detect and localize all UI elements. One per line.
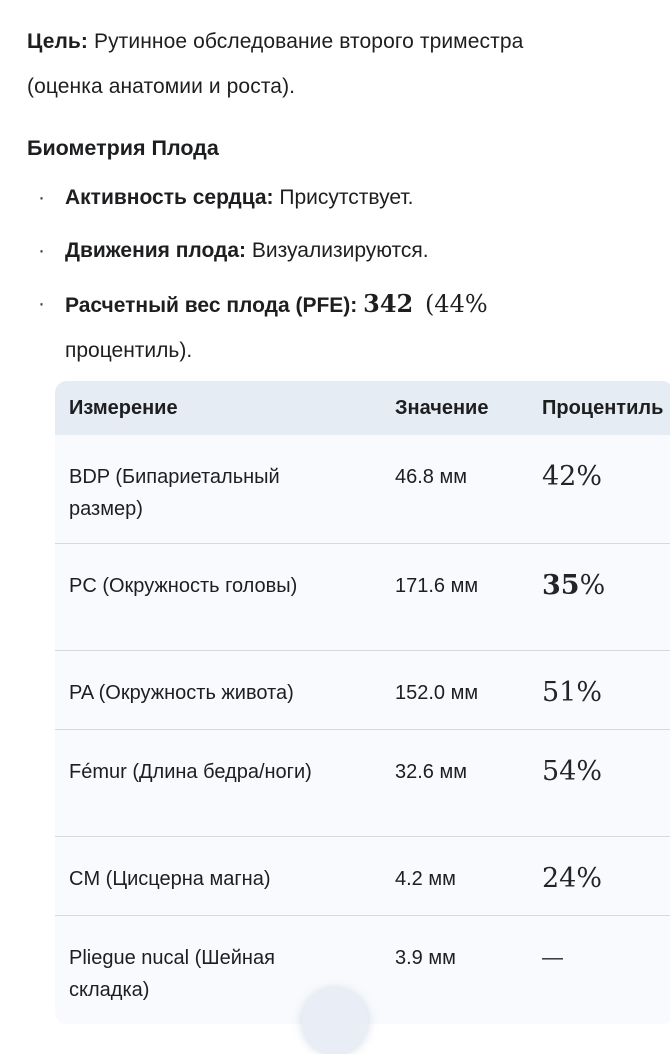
percentile-cell: 35% xyxy=(542,543,670,651)
column-header-value: Значение xyxy=(395,381,542,435)
bullet-estimated-fetal-weight: · Расчетный вес плода (PFE): 342 (44% проц… xyxy=(38,281,646,373)
percentile-cell: 24% xyxy=(542,836,670,916)
section-heading-fetal-biometry: Биометрия Плода xyxy=(27,136,219,160)
bullet-fetal-movements: · Движения плода: Визуализируются. xyxy=(38,228,646,273)
efw-percentile-math: (44% xyxy=(424,290,488,318)
value-cell: 46.8 мм xyxy=(395,435,542,544)
measurement-cell: BDP (Бипариетальный размер) xyxy=(55,435,395,544)
bullet-dot: · xyxy=(38,292,45,315)
percentile-cell: 51% xyxy=(542,650,670,730)
bullet-label: Активность сердца: xyxy=(65,186,274,209)
purpose-label: Цель: xyxy=(27,30,89,53)
efw-value-math: 342 xyxy=(363,289,414,318)
bullet-text-line2: процентиль). xyxy=(65,339,193,362)
column-header-percentile: Процентиль xyxy=(542,381,670,435)
bullet-text: Визуализируются. xyxy=(251,239,429,262)
value-cell: 152.0 мм xyxy=(395,650,542,730)
value-cell: 3.9 мм xyxy=(395,915,542,1024)
column-header-measurement: Измерение xyxy=(55,381,395,435)
purpose-paragraph: Цель: Рутинное обследование второго трим… xyxy=(27,19,646,109)
measurement-cell: Fémur (Длина бедра/ноги) xyxy=(55,729,395,837)
purpose-text-line2: (оценка анатомии и роста). xyxy=(27,75,296,98)
value-cell: 4.2 мм xyxy=(395,836,542,916)
table-row: Fémur (Длина бедра/ноги) 32.6 мм 54% xyxy=(55,729,670,837)
value-cell: 171.6 мм xyxy=(395,543,542,651)
table-row: BDP (Бипариетальный размер) 46.8 мм 42% xyxy=(55,435,670,544)
table-row: PA (Окружность живота) 152.0 мм 51% xyxy=(55,650,670,730)
percentile-cell: — xyxy=(542,915,670,1024)
measurement-cell: PA (Окружность живота) xyxy=(55,650,395,730)
measurement-cell: CM (Цисцерна магна) xyxy=(55,836,395,916)
measurement-cell: PC (Окружность головы) xyxy=(55,543,395,651)
bullet-label: Расчетный вес плода (PFE): xyxy=(65,294,358,317)
table-row: CM (Цисцерна магна) 4.2 мм 24% xyxy=(55,836,670,916)
scroll-down-floating-button[interactable] xyxy=(302,988,368,1054)
value-cell: 32.6 мм xyxy=(395,729,542,837)
table-header-row: Измерение Значение Процентиль xyxy=(55,381,670,435)
bullet-text: Присутствует. xyxy=(279,186,414,209)
biometry-bullet-list: · Активность сердца: Присутствует. · Движе… xyxy=(27,175,646,373)
bullet-dot: · xyxy=(38,186,45,209)
table-row: PC (Окружность головы) 171.6 мм 35% xyxy=(55,543,670,651)
bullet-label: Движения плода: xyxy=(65,239,247,262)
percentile-cell: 42% xyxy=(542,435,670,544)
bullet-dot: · xyxy=(38,239,45,262)
bullet-cardiac-activity: · Активность сердца: Присутствует. xyxy=(38,175,646,220)
biometry-table-container: Измерение Значение Процентиль BDP (Бипар… xyxy=(55,381,670,1024)
table-body: BDP (Бипариетальный размер) 46.8 мм 42% … xyxy=(55,435,670,1024)
biometry-table: Измерение Значение Процентиль BDP (Бипар… xyxy=(55,381,670,1024)
purpose-text-line1: Рутинное обследование второго триместра xyxy=(93,30,524,53)
percentile-cell: 54% xyxy=(542,729,670,837)
report-body: Цель: Рутинное обследование второго трим… xyxy=(27,19,670,1024)
